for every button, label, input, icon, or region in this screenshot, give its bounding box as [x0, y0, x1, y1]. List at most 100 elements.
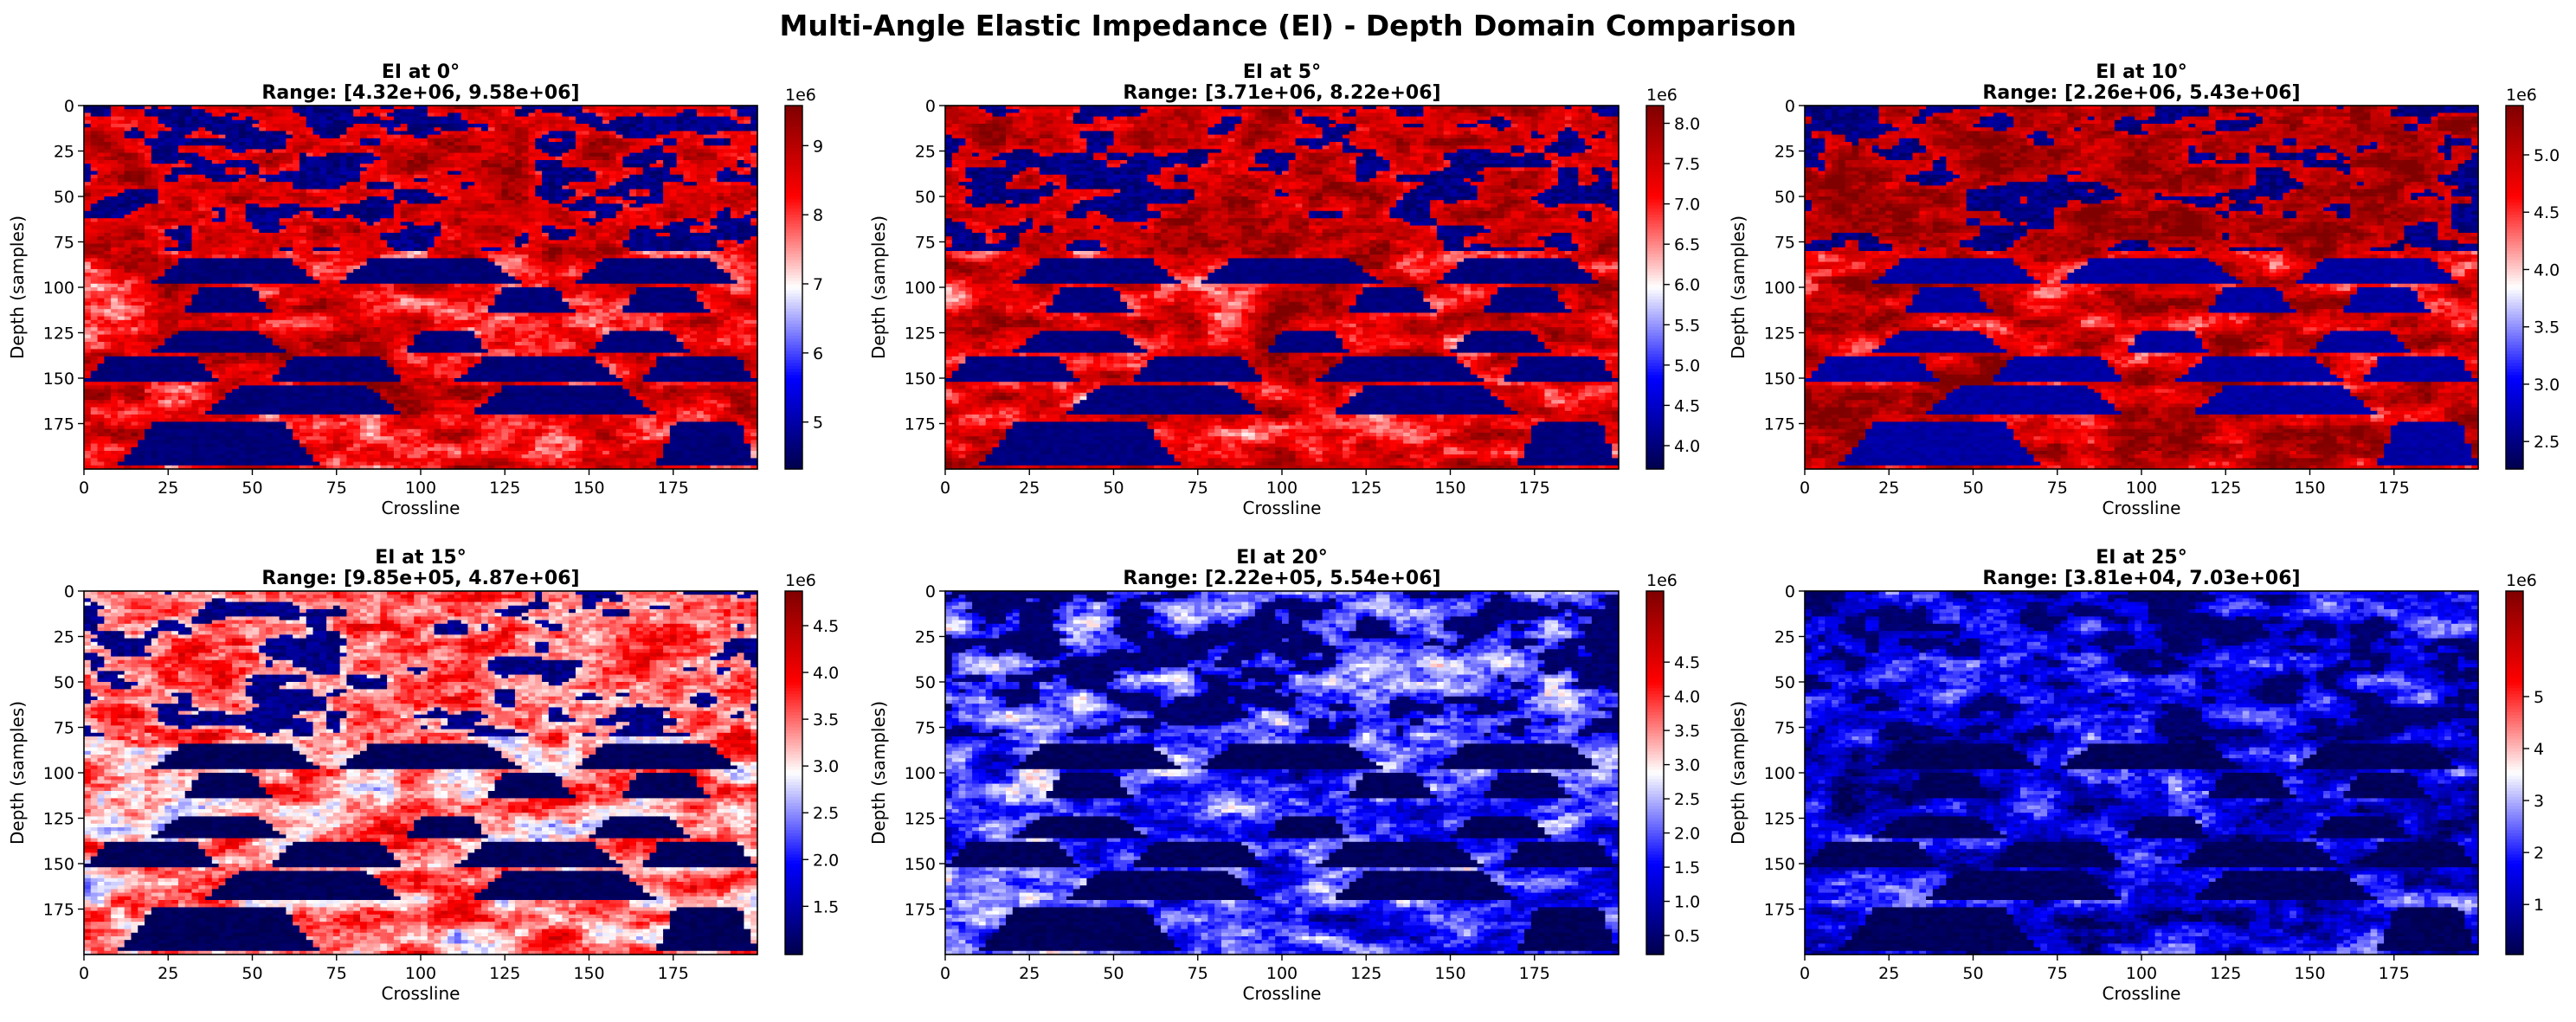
heatmap-cell — [441, 124, 448, 128]
heatmap-cell — [508, 131, 515, 135]
heatmap-cell — [138, 171, 145, 176]
heatmap-cell — [428, 178, 435, 183]
heatmap-cell — [663, 149, 670, 153]
heatmap-cell — [205, 160, 212, 164]
heatmap-cell — [246, 164, 253, 168]
heatmap-cell — [636, 120, 643, 125]
heatmap-cell — [522, 138, 529, 143]
heatmap-cell — [118, 178, 125, 183]
heatmap-cell — [125, 109, 132, 113]
heatmap-cell — [663, 124, 670, 128]
heatmap-cell — [528, 127, 535, 132]
heatmap-cell — [374, 164, 381, 168]
heatmap-cell — [266, 127, 273, 132]
heatmap-cell — [629, 182, 636, 186]
heatmap-cell — [84, 127, 91, 132]
heatmap-cell — [253, 182, 260, 186]
heatmap-cell — [435, 124, 441, 128]
heatmap-cell — [131, 153, 138, 157]
heatmap-cell — [650, 182, 657, 186]
heatmap-cell — [724, 149, 731, 153]
heatmap-cell — [542, 138, 549, 143]
heatmap-cell — [407, 153, 414, 157]
heatmap-cell — [731, 164, 737, 168]
heatmap-cell — [232, 112, 239, 117]
heatmap-cell — [286, 120, 293, 125]
heatmap-cell — [576, 124, 583, 128]
heatmap-cell — [596, 112, 602, 117]
heatmap-cell — [171, 127, 178, 132]
heatmap-cell — [91, 112, 98, 117]
heatmap-cell — [495, 182, 502, 186]
heatmap-cell — [569, 182, 576, 186]
heatmap-cell — [380, 171, 387, 176]
heatmap-cell — [663, 120, 670, 125]
heatmap-cell — [326, 164, 333, 168]
heatmap-cell — [556, 145, 563, 150]
heatmap-cell — [306, 164, 313, 168]
heatmap-cell — [697, 124, 704, 128]
heatmap-cell — [690, 120, 697, 125]
heatmap-cell — [131, 135, 138, 139]
heatmap-cell — [191, 167, 198, 171]
heatmap-cell — [549, 175, 556, 179]
heatmap-cell — [724, 112, 731, 117]
heatmap-cell — [421, 131, 428, 135]
heatmap-cell — [259, 127, 266, 132]
heatmap-cell — [697, 171, 704, 176]
heatmap-cell — [151, 117, 158, 121]
heatmap-cell — [515, 127, 522, 132]
heatmap-cell — [273, 124, 280, 128]
heatmap-cell — [232, 171, 239, 176]
heatmap-cell — [663, 171, 670, 176]
heatmap-cell — [293, 178, 299, 183]
heatmap-cell — [84, 124, 91, 128]
heatmap-cell — [104, 182, 111, 186]
heatmap-cell — [717, 171, 724, 176]
heatmap-cell — [474, 131, 481, 135]
heatmap-cell — [583, 112, 589, 117]
heatmap-cell — [690, 124, 697, 128]
heatmap-cell — [225, 153, 232, 157]
heatmap-cell — [299, 131, 306, 135]
heatmap-cell — [454, 117, 461, 121]
heatmap-cell — [515, 124, 522, 128]
heatmap-cell — [367, 175, 374, 179]
heatmap-cell — [266, 178, 273, 183]
heatmap-cell — [609, 153, 616, 157]
heatmap-cell — [219, 178, 226, 183]
heatmap-cell — [474, 112, 481, 117]
heatmap-cell — [737, 138, 744, 143]
heatmap-cell — [266, 131, 273, 135]
heatmap-cell — [629, 127, 636, 132]
heatmap-cell — [367, 153, 374, 157]
heatmap-cell — [467, 164, 474, 168]
heatmap-cell — [602, 109, 609, 113]
heatmap-cell — [650, 145, 657, 150]
heatmap-cell — [259, 109, 266, 113]
heatmap-cell — [380, 127, 387, 132]
heatmap-cell — [333, 124, 340, 128]
heatmap-cell — [495, 149, 502, 153]
heatmap-cell — [280, 149, 287, 153]
heatmap-cell — [219, 157, 226, 161]
heatmap-cell — [515, 138, 522, 143]
heatmap-cell — [306, 112, 313, 117]
heatmap-cell — [353, 157, 360, 161]
heatmap-cell — [583, 142, 589, 146]
heatmap-cell — [219, 127, 226, 132]
heatmap-cell — [118, 120, 125, 125]
heatmap-cell — [333, 127, 340, 132]
heatmap-cell — [125, 164, 132, 168]
heatmap-cell — [164, 135, 171, 139]
heatmap-cell — [225, 117, 232, 121]
heatmap-cell — [91, 153, 98, 157]
heatmap-cell — [306, 149, 313, 153]
heatmap-cell — [441, 109, 448, 113]
heatmap-cell — [178, 185, 185, 190]
heatmap-cell — [273, 178, 280, 183]
heatmap-cell — [299, 178, 306, 183]
heatmap-cell — [731, 157, 737, 161]
heatmap-cell — [711, 145, 718, 150]
heatmap-cell — [326, 109, 333, 113]
